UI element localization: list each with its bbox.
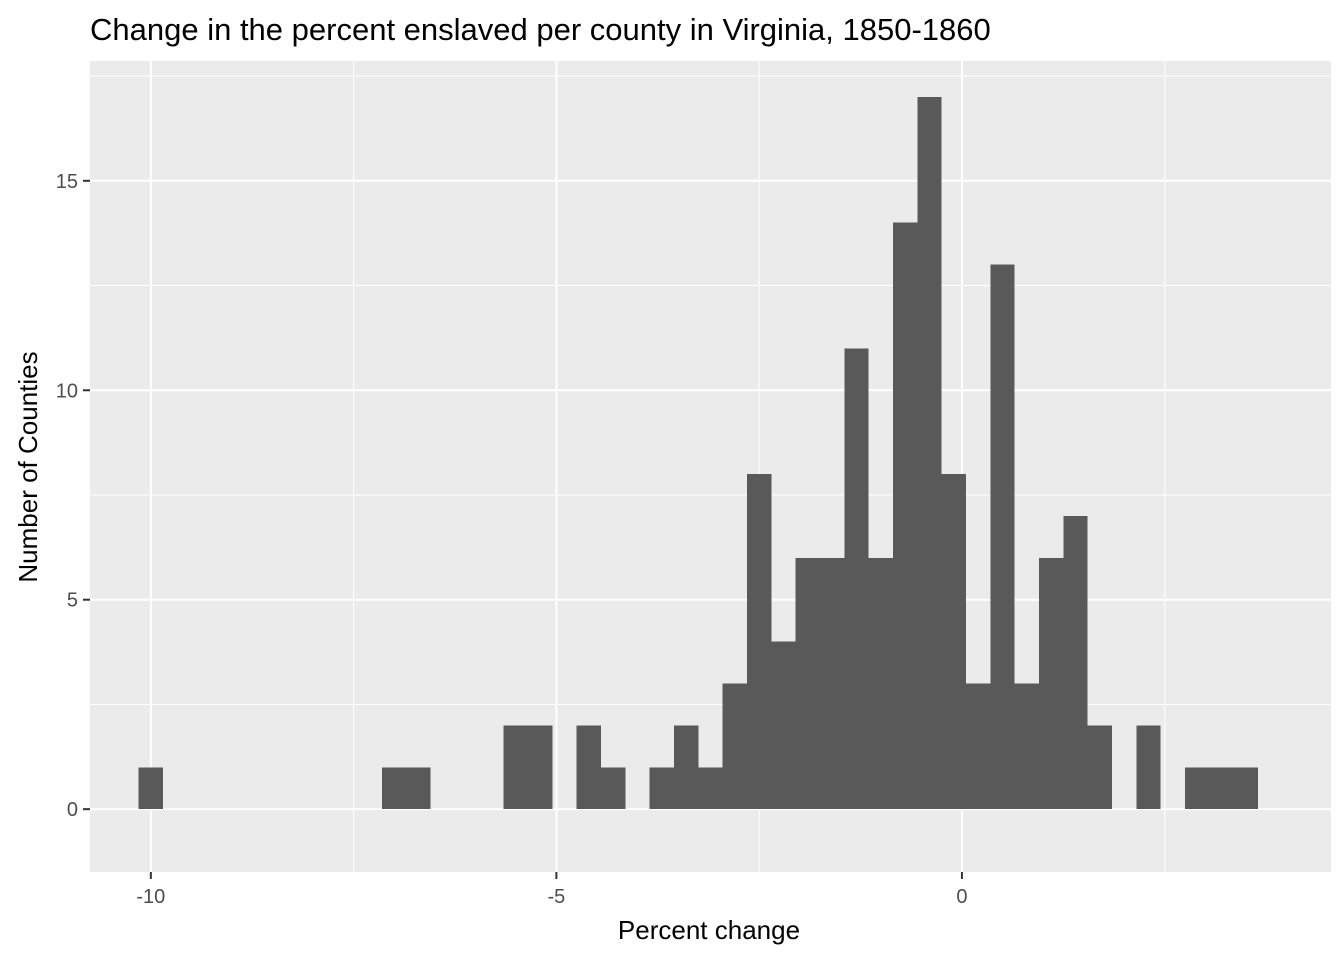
histogram-bar [576,725,601,810]
x-tick-label: -10 [136,886,165,908]
histogram-bar [528,725,553,810]
histogram-bar [820,557,845,810]
histogram-bar [1233,767,1258,810]
histogram-bar [138,767,163,810]
histogram-bar [990,264,1015,810]
histogram-bar [382,767,407,810]
y-tick-label: 0 [67,799,78,821]
y-tick-label: 15 [56,171,78,193]
minor-gridlines [90,61,1331,872]
histogram-bar [1063,515,1088,810]
histogram-bar [406,767,431,810]
histogram-bar [941,474,966,810]
histogram-bar [1087,725,1112,810]
histogram-bar [1014,683,1039,810]
histogram-bars [138,97,1258,810]
histogram-bar [795,557,820,810]
x-axis: -10 -5 0 [136,872,968,908]
histogram-bar [1136,725,1161,810]
histogram-bar [844,348,869,810]
y-tick-label: 5 [67,590,78,612]
histogram-bar [722,683,747,810]
plot-panel [90,61,1331,872]
histogram-bar [1185,767,1210,810]
histogram-bar [674,725,699,810]
histogram-bar [601,767,626,810]
histogram-bar [1039,557,1064,810]
histogram-bar [747,474,772,810]
histogram-bar [503,725,528,810]
histogram-bar [893,222,918,810]
histogram-bar [1209,767,1234,810]
histogram-bar [771,641,796,810]
y-axis: 0 5 10 15 [56,171,90,821]
histogram-bar [868,557,893,810]
chart-title: Change in the percent enslaved per count… [90,12,991,47]
histogram-bar [966,683,991,810]
x-tick-label: -5 [547,886,565,908]
x-axis-title: Percent change [618,915,800,945]
x-tick-label: 0 [956,886,967,908]
y-axis-title: Number of Counties [13,351,43,582]
histogram-bar [649,767,674,810]
y-tick-label: 10 [56,380,78,402]
histogram-bar [698,767,723,810]
histogram-bar [917,97,942,810]
